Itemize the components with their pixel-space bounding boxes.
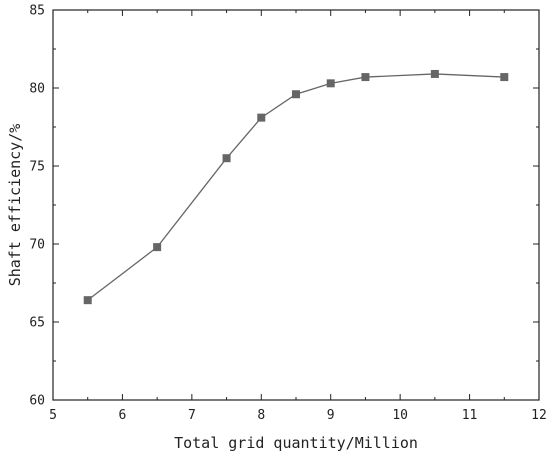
plot-frame (52, 9, 540, 401)
x-tick-label: 8 (257, 408, 265, 423)
y-tick-label: 60 (29, 394, 45, 409)
x-tick-label: 11 (462, 408, 478, 423)
data-point (292, 90, 300, 99)
data-point (361, 73, 370, 82)
x-tick-label: 5 (49, 408, 57, 423)
series-line (87, 73, 505, 301)
x-axis-ticks: 5 6 7 8 9 10 11 12 (49, 10, 547, 423)
x-tick-label: 7 (188, 408, 196, 423)
x-tick-label: 6 (119, 408, 127, 423)
y-tick-label: 85 (29, 4, 45, 19)
data-point (257, 113, 266, 122)
y-tick-label: 70 (29, 238, 45, 253)
y-tick-label: 75 (29, 160, 45, 175)
data-point (222, 154, 231, 163)
y-tick-label: 80 (29, 82, 45, 97)
x-tick-label: 12 (531, 408, 547, 423)
x-tick-label: 10 (392, 408, 408, 423)
x-axis-title: Total grid quantity/Million (174, 434, 418, 452)
data-point (430, 69, 439, 78)
y-axis-title: Shaft efficiency/% (6, 124, 24, 287)
y-axis-ticks: 60 65 70 75 80 85 (29, 4, 539, 409)
series-markers (83, 69, 509, 305)
x-tick-label: 9 (327, 408, 335, 423)
data-point (500, 73, 509, 82)
data-point (326, 79, 335, 88)
data-point (83, 296, 92, 305)
data-point (153, 243, 162, 252)
y-tick-label: 65 (29, 316, 45, 331)
